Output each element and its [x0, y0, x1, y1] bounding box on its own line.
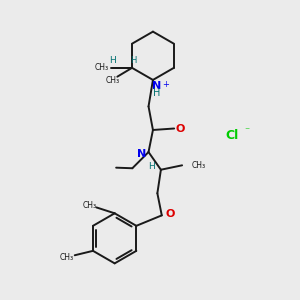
Text: CH₃: CH₃ — [106, 76, 120, 85]
Text: ⁻: ⁻ — [244, 127, 249, 137]
Text: N: N — [152, 81, 161, 92]
Text: +: + — [162, 80, 169, 89]
Text: O: O — [176, 124, 185, 134]
Text: O: O — [165, 209, 175, 219]
Text: CH₃: CH₃ — [82, 201, 97, 210]
Text: CH₃: CH₃ — [191, 161, 206, 170]
Text: H: H — [130, 56, 137, 65]
Text: CH₃: CH₃ — [95, 63, 109, 72]
Text: Cl: Cl — [226, 129, 239, 142]
Text: H: H — [153, 88, 160, 98]
Text: N: N — [137, 148, 147, 158]
Text: CH₃: CH₃ — [60, 253, 74, 262]
Text: H: H — [110, 56, 116, 65]
Text: H: H — [148, 162, 155, 171]
